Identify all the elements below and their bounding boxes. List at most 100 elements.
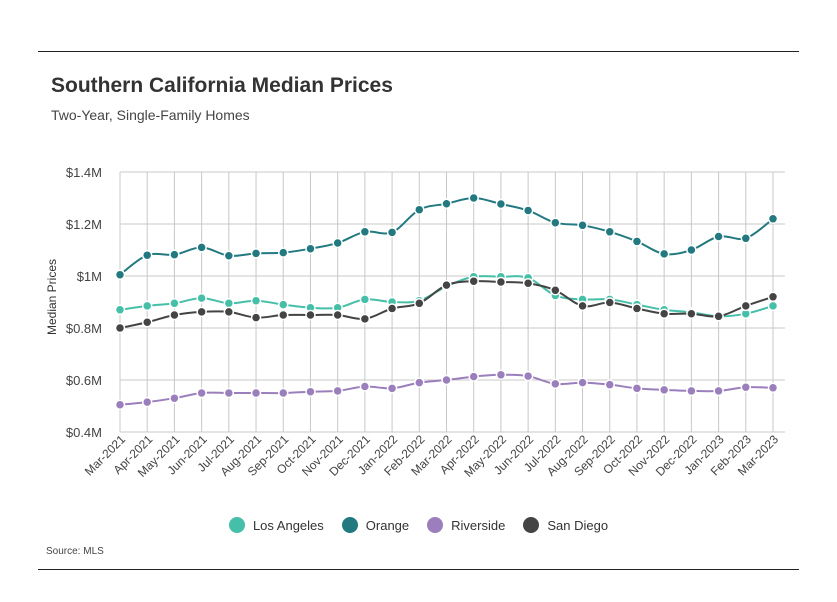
- data-point-riverside: [414, 377, 425, 388]
- legend-label-orange: Orange: [365, 517, 410, 533]
- data-point-san-diego: [522, 278, 534, 289]
- source-note: Source: MLS: [46, 546, 104, 557]
- legend-swatch-san-diego: [523, 517, 540, 533]
- y-tick-label: $0.4M: [66, 425, 102, 440]
- data-point-orange: [522, 205, 534, 216]
- data-point-orange: [332, 237, 343, 249]
- data-point-orange: [250, 248, 262, 259]
- data-point-orange: [114, 269, 126, 280]
- data-point-san-diego: [550, 285, 561, 296]
- legend-item-orange: Orange: [341, 517, 410, 533]
- data-point-san-diego: [740, 300, 752, 312]
- data-point-orange: [686, 244, 697, 256]
- data-point-san-diego: [577, 300, 588, 312]
- data-point-orange: [468, 192, 479, 204]
- legend-item-riverside: Riverside: [427, 517, 505, 533]
- data-point-los-angeles: [250, 295, 262, 306]
- data-point-orange: [305, 243, 316, 254]
- data-point-los-angeles: [169, 298, 180, 309]
- data-point-san-diego: [631, 303, 643, 314]
- data-point-orange: [141, 249, 153, 261]
- data-point-orange: [658, 248, 670, 260]
- data-point-orange: [577, 220, 588, 231]
- data-point-san-diego: [196, 306, 207, 318]
- legend-item-los-angeles: Los Angeles: [228, 517, 324, 533]
- data-point-riverside: [196, 387, 207, 399]
- legend-swatch-los-angeles: [228, 517, 245, 533]
- data-point-san-diego: [495, 276, 507, 288]
- data-point-orange: [359, 226, 371, 238]
- data-point-riverside: [441, 374, 452, 386]
- data-point-orange: [631, 236, 643, 247]
- chart-subtitle: Two-Year, Single-Family Homes: [51, 107, 250, 123]
- data-point-los-angeles: [223, 298, 235, 309]
- data-point-san-diego: [658, 308, 670, 319]
- data-point-riverside: [713, 385, 724, 397]
- legend-item-san-diego: San Diego: [523, 517, 608, 533]
- data-point-orange: [386, 227, 398, 238]
- data-point-orange: [278, 247, 289, 258]
- chart-title: Southern California Median Prices: [51, 74, 393, 97]
- data-point-riverside: [114, 399, 126, 410]
- data-point-san-diego: [713, 311, 724, 322]
- y-axis-label: Median Prices: [45, 259, 59, 335]
- legend-label-san-diego: San Diego: [547, 517, 609, 533]
- y-tick-label: $1.4M: [66, 165, 102, 180]
- data-point-riverside: [332, 385, 343, 397]
- data-point-san-diego: [250, 312, 262, 323]
- data-point-riverside: [686, 385, 697, 397]
- data-point-orange: [169, 249, 180, 260]
- data-point-riverside: [141, 396, 153, 408]
- data-point-orange: [495, 198, 507, 210]
- data-point-orange: [740, 233, 752, 244]
- data-point-san-diego: [114, 322, 126, 334]
- data-point-riverside: [468, 371, 479, 382]
- data-point-riverside: [495, 369, 507, 381]
- y-tick-label: $1.2M: [66, 217, 102, 232]
- data-point-riverside: [522, 370, 534, 382]
- data-point-san-diego: [305, 309, 316, 321]
- data-point-riverside: [359, 381, 371, 392]
- data-point-san-diego: [604, 297, 615, 308]
- y-tick-label: $1M: [77, 269, 102, 284]
- data-point-san-diego: [767, 291, 779, 303]
- data-point-san-diego: [686, 308, 697, 319]
- data-point-riverside: [631, 383, 643, 394]
- data-point-orange: [767, 213, 779, 225]
- data-point-los-angeles: [359, 294, 371, 305]
- data-point-orange: [223, 250, 235, 261]
- data-point-riverside: [169, 392, 180, 404]
- data-point-san-diego: [468, 275, 479, 287]
- data-point-los-angeles: [141, 300, 153, 312]
- y-tick-label: $0.6M: [66, 373, 102, 388]
- data-point-riverside: [223, 387, 235, 399]
- data-point-riverside: [577, 377, 588, 388]
- data-point-los-angeles: [196, 292, 207, 304]
- data-point-san-diego: [332, 309, 343, 321]
- legend-label-los-angeles: Los Angeles: [252, 517, 324, 533]
- legend-label-riverside: Riverside: [451, 517, 506, 533]
- data-point-orange: [713, 231, 724, 242]
- data-point-san-diego: [359, 313, 371, 325]
- data-point-san-diego: [278, 309, 289, 321]
- data-point-riverside: [740, 382, 752, 393]
- data-point-riverside: [550, 378, 561, 390]
- y-tick-label: $0.8M: [66, 321, 102, 336]
- data-point-orange: [604, 226, 615, 238]
- data-point-san-diego: [141, 317, 153, 328]
- data-point-san-diego: [414, 298, 425, 309]
- data-point-san-diego: [169, 309, 180, 321]
- data-point-san-diego: [386, 303, 398, 314]
- data-point-orange: [550, 217, 561, 228]
- data-point-riverside: [278, 387, 289, 399]
- data-point-riverside: [658, 384, 670, 396]
- bottom-rule: [38, 569, 799, 570]
- data-point-riverside: [250, 387, 262, 399]
- data-point-los-angeles: [114, 304, 126, 316]
- data-point-riverside: [386, 383, 398, 394]
- chart-legend: Los Angeles Orange Riverside San Diego: [0, 517, 837, 533]
- data-point-san-diego: [223, 306, 235, 318]
- data-point-los-angeles: [767, 300, 779, 312]
- data-point-riverside: [604, 379, 615, 390]
